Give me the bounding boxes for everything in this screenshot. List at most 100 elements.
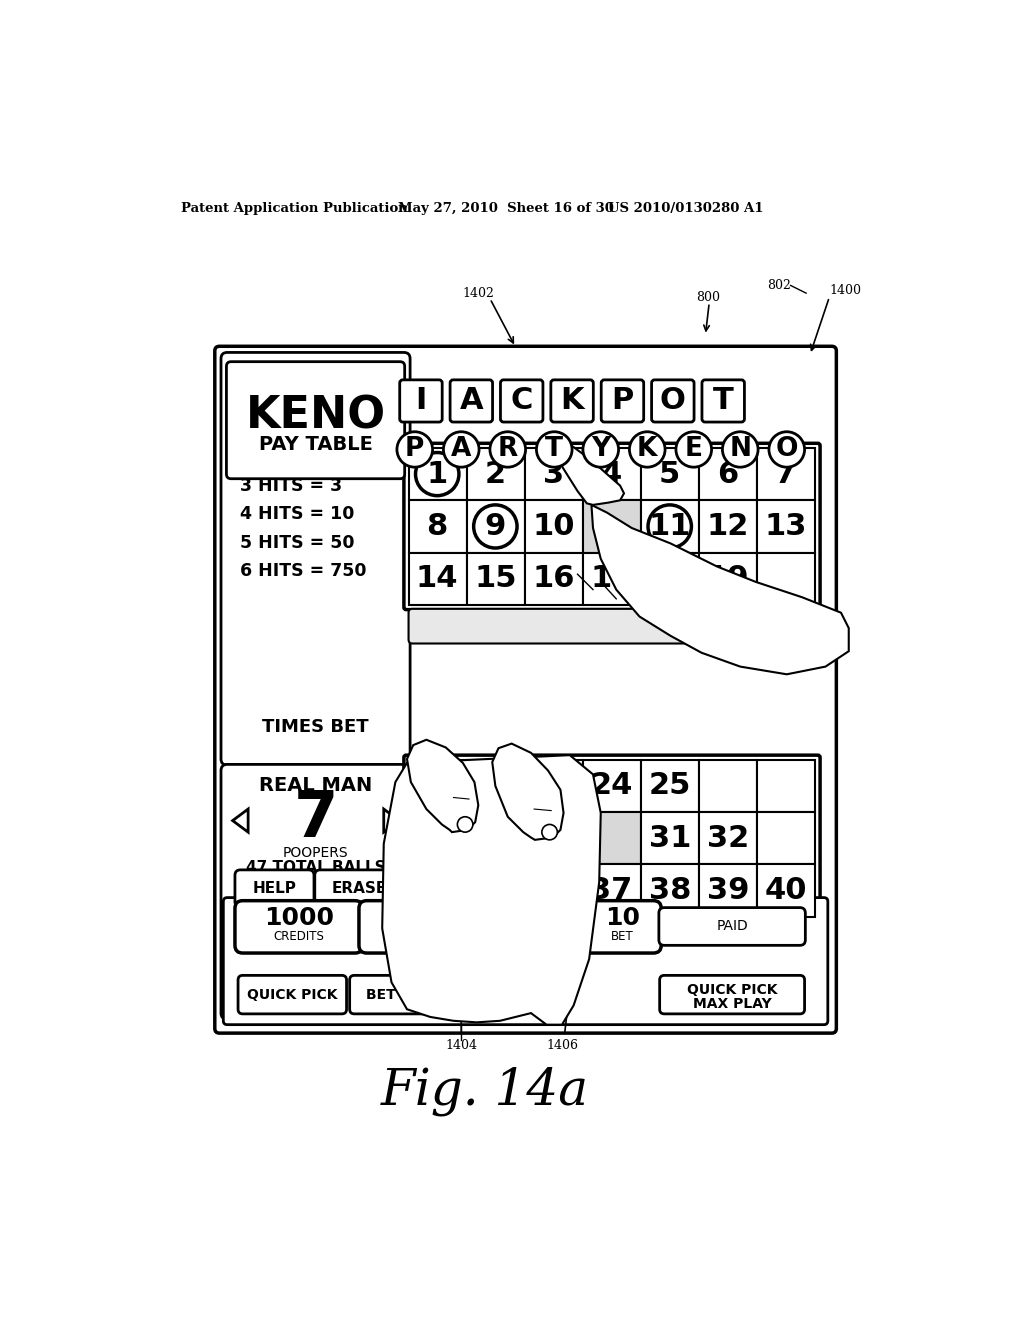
Bar: [641, 447, 699, 500]
Text: 15: 15: [474, 565, 516, 593]
Polygon shape: [553, 440, 624, 506]
Bar: [699, 865, 758, 917]
Bar: [524, 812, 583, 865]
Bar: [641, 500, 699, 553]
Text: QUICK PICK: QUICK PICK: [247, 987, 338, 1002]
Bar: [524, 447, 583, 500]
FancyBboxPatch shape: [234, 900, 362, 953]
FancyBboxPatch shape: [221, 352, 410, 766]
Bar: [758, 553, 815, 605]
Bar: [409, 865, 467, 917]
Text: 10: 10: [532, 512, 574, 541]
Text: PAY TABLE: PAY TABLE: [259, 436, 373, 454]
Circle shape: [489, 432, 525, 467]
Bar: [409, 553, 467, 605]
Circle shape: [630, 432, 665, 467]
FancyBboxPatch shape: [215, 346, 837, 1034]
Text: E: E: [685, 437, 702, 462]
Text: QUICK PICK: QUICK PICK: [687, 983, 778, 997]
Circle shape: [542, 825, 557, 840]
Bar: [641, 812, 699, 865]
FancyBboxPatch shape: [234, 870, 314, 907]
Text: 4 HITS = 10: 4 HITS = 10: [241, 506, 354, 523]
Bar: [758, 760, 815, 812]
Text: POOPERS: POOPERS: [283, 846, 348, 859]
FancyBboxPatch shape: [584, 900, 662, 953]
Polygon shape: [384, 809, 399, 832]
Text: 22: 22: [474, 771, 516, 800]
Text: 37: 37: [591, 876, 633, 906]
Text: T: T: [545, 437, 563, 462]
FancyBboxPatch shape: [403, 755, 820, 921]
Text: 9: 9: [484, 512, 506, 541]
Text: 11: 11: [648, 512, 691, 541]
Circle shape: [583, 432, 618, 467]
Text: K: K: [637, 437, 657, 462]
Bar: [583, 812, 641, 865]
Text: BET: BET: [611, 931, 634, 944]
FancyBboxPatch shape: [601, 380, 644, 422]
Text: 31: 31: [648, 824, 691, 853]
Text: 1000: 1000: [264, 907, 334, 931]
Text: PAID: PAID: [717, 919, 749, 933]
Bar: [583, 500, 641, 553]
Text: 5 HITS = 50: 5 HITS = 50: [241, 533, 355, 552]
Text: 6 HITS = 750: 6 HITS = 750: [241, 562, 367, 579]
Bar: [583, 865, 641, 917]
Text: 23: 23: [532, 771, 574, 800]
Text: REAL MAN: REAL MAN: [259, 776, 372, 796]
Text: 8: 8: [427, 512, 447, 541]
Circle shape: [474, 506, 517, 548]
FancyBboxPatch shape: [451, 380, 493, 422]
Bar: [467, 760, 524, 812]
Text: Fig. 14a: Fig. 14a: [381, 1067, 589, 1117]
Text: 5: 5: [659, 459, 680, 488]
Text: 7: 7: [775, 459, 797, 488]
Text: 14: 14: [416, 565, 459, 593]
Text: 32: 32: [707, 824, 749, 853]
Text: 1402: 1402: [463, 286, 495, 300]
Bar: [699, 760, 758, 812]
Bar: [583, 760, 641, 812]
Text: 1: 1: [427, 459, 447, 488]
Polygon shape: [493, 743, 563, 840]
Text: 18: 18: [648, 565, 691, 593]
Text: K: K: [560, 387, 584, 416]
Text: 10: 10: [605, 907, 640, 931]
Text: ERASE: ERASE: [332, 880, 387, 896]
Text: 47 TOTAL BALLS: 47 TOTAL BALLS: [246, 861, 385, 875]
Circle shape: [648, 506, 691, 548]
Bar: [641, 760, 699, 812]
Bar: [699, 553, 758, 605]
Text: BET ON: BET ON: [366, 987, 424, 1002]
Bar: [583, 447, 641, 500]
Text: May 27, 2010  Sheet 16 of 30: May 27, 2010 Sheet 16 of 30: [397, 202, 613, 215]
Text: MAX PLAY: MAX PLAY: [693, 997, 772, 1011]
Circle shape: [537, 432, 572, 467]
FancyBboxPatch shape: [702, 380, 744, 422]
Text: BET: BET: [386, 931, 409, 944]
Circle shape: [458, 817, 473, 832]
Bar: [758, 865, 815, 917]
Text: KENO: KENO: [246, 395, 386, 438]
FancyBboxPatch shape: [223, 898, 827, 1024]
FancyBboxPatch shape: [349, 975, 440, 1014]
Bar: [583, 553, 641, 605]
Bar: [524, 500, 583, 553]
Text: 13: 13: [765, 512, 807, 541]
Text: 7: 7: [293, 788, 338, 850]
Text: 36: 36: [532, 876, 574, 906]
Bar: [467, 812, 524, 865]
Text: I: I: [416, 387, 427, 416]
Text: 12: 12: [707, 512, 749, 541]
FancyBboxPatch shape: [238, 975, 346, 1014]
Bar: [699, 447, 758, 500]
FancyBboxPatch shape: [658, 908, 805, 945]
Text: 3: 3: [543, 459, 564, 488]
FancyBboxPatch shape: [651, 380, 694, 422]
Text: 2: 2: [484, 459, 506, 488]
Text: 24: 24: [591, 771, 633, 800]
FancyBboxPatch shape: [409, 609, 815, 644]
Text: O: O: [775, 437, 798, 462]
Text: US 2010/0130280 A1: US 2010/0130280 A1: [608, 202, 764, 215]
